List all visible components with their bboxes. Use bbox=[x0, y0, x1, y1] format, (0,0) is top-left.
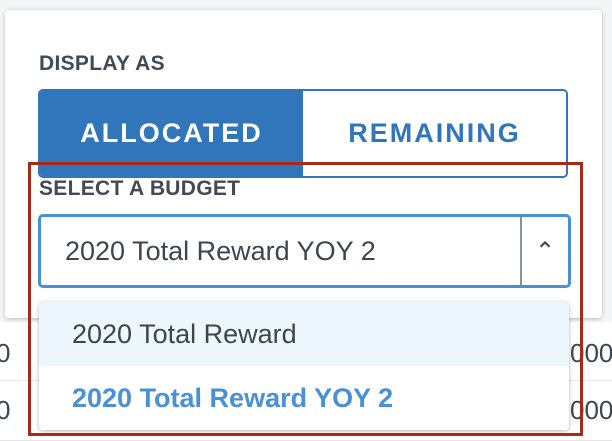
budget-option-selected[interactable]: 2020 Total Reward YOY 2 bbox=[72, 383, 394, 413]
allocated-button[interactable]: ALLOCATED bbox=[40, 91, 303, 176]
display-as-label: DISPLAY AS bbox=[39, 52, 165, 75]
table-cell: 0 bbox=[0, 395, 11, 425]
chevron-up-icon[interactable]: ⌃ bbox=[520, 217, 568, 285]
table-cell: 000 bbox=[570, 338, 612, 368]
highlight-box bbox=[28, 162, 583, 436]
table-cell: 0 bbox=[0, 338, 11, 368]
display-as-toggle: ALLOCATED REMAINING bbox=[38, 89, 568, 178]
select-budget-label: SELECT A BUDGET bbox=[39, 177, 241, 200]
budget-dropdown-menu: 2020 Total Reward 2020 Total Reward YOY … bbox=[39, 302, 569, 430]
table-cell: 000 bbox=[570, 395, 612, 425]
budget-option[interactable]: 2020 Total Reward bbox=[39, 302, 569, 366]
budget-select-value: 2020 Total Reward YOY 2 bbox=[65, 236, 376, 266]
remaining-button[interactable]: REMAINING bbox=[303, 91, 566, 176]
budget-select[interactable]: 2020 Total Reward YOY 2 ⌃ bbox=[38, 214, 571, 288]
